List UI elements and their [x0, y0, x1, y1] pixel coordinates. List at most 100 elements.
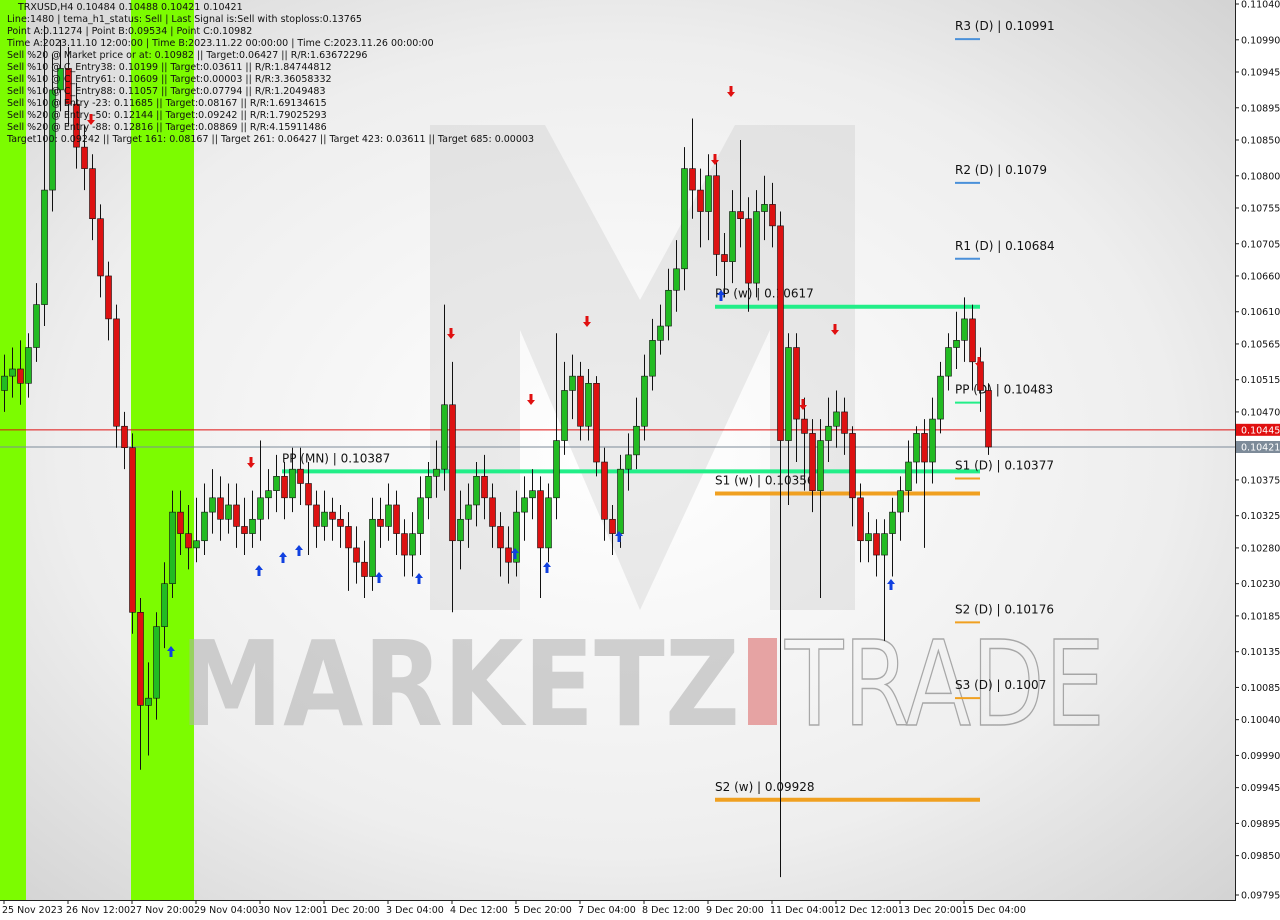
- y-tick-label: 0.10990: [1241, 35, 1280, 46]
- watermark-text: TRADE: [784, 615, 1105, 753]
- candle-body: [313, 504, 320, 527]
- candle-body: [705, 175, 712, 212]
- x-tick-label: 13 Dec 20:00: [898, 905, 962, 916]
- candle-body: [89, 168, 96, 220]
- candle-body: [921, 433, 928, 463]
- candle-body: [305, 483, 312, 506]
- info-line: Sell %20 @ Entry -88: 0.12816 || Target:…: [7, 122, 327, 133]
- candle-body: [433, 468, 440, 477]
- y-tick-label: 0.09990: [1241, 751, 1280, 762]
- y-tick-label: 0.10470: [1241, 407, 1280, 418]
- candle-body: [809, 433, 816, 491]
- candle-body: [369, 518, 376, 577]
- candle-body: [665, 289, 672, 327]
- x-tick-label: 30 Nov 12:00: [258, 905, 322, 916]
- candle-body: [697, 189, 704, 212]
- y-tick-label: 0.10895: [1241, 103, 1280, 114]
- price-tag: [1236, 423, 1280, 436]
- candle-body: [905, 461, 912, 491]
- candle-body: [441, 404, 448, 470]
- x-tick-label: 4 Dec 12:00: [450, 905, 508, 916]
- x-tick-label: 11 Dec 04:00: [770, 905, 834, 916]
- candle-body: [841, 411, 848, 434]
- candle-body: [529, 490, 536, 499]
- candle-body: [569, 375, 576, 391]
- candle-body: [793, 347, 800, 420]
- y-tick-label: 0.10660: [1241, 271, 1280, 282]
- candle-body: [969, 318, 976, 363]
- candle-body: [513, 511, 520, 563]
- candle-body: [833, 411, 840, 427]
- info-line: Sell %10 @ C_Entry38: 0.10199 || Target:…: [7, 62, 332, 73]
- candle-body: [737, 211, 744, 220]
- candle-body: [153, 626, 160, 699]
- candle-body: [801, 418, 808, 434]
- candle-body: [257, 497, 264, 520]
- candle-body: [609, 518, 616, 534]
- candle-body: [105, 275, 112, 320]
- candle-body: [585, 383, 592, 427]
- y-tick-label: 0.10135: [1241, 647, 1280, 658]
- candle-body: [217, 497, 224, 520]
- pivot-label: S2 (w) | 0.09928: [715, 780, 815, 794]
- x-tick-label: 9 Dec 20:00: [706, 905, 764, 916]
- candle-body: [593, 383, 600, 463]
- candle-body: [561, 390, 568, 441]
- candle-body: [329, 511, 336, 520]
- candle-body: [49, 89, 56, 191]
- candle-body: [473, 476, 480, 506]
- candle-body: [633, 425, 640, 456]
- watermark-text: MARKETZ: [180, 615, 740, 753]
- candle-body: [129, 447, 136, 613]
- candle-body: [65, 68, 72, 105]
- candle-body: [817, 440, 824, 491]
- candle-body: [177, 511, 184, 534]
- pivot-label: PP (D) | 0.10483: [955, 383, 1053, 397]
- y-tick-label: 0.10325: [1241, 511, 1280, 522]
- pivot-label: PP (MN) | 0.10387: [282, 451, 390, 465]
- x-tick-label: 3 Dec 04:00: [386, 905, 444, 916]
- candle-body: [881, 533, 888, 556]
- candle-body: [625, 454, 632, 470]
- candle-body: [937, 375, 944, 420]
- pivot-label: R1 (D) | 0.10684: [955, 239, 1055, 253]
- candle-body: [97, 218, 104, 277]
- candle-body: [481, 476, 488, 499]
- x-tick-label: 8 Dec 12:00: [642, 905, 700, 916]
- pivot-label: R3 (D) | 0.10991: [955, 19, 1055, 33]
- candle-body: [657, 325, 664, 341]
- candle-body: [521, 497, 528, 513]
- y-tick-label: 0.10755: [1241, 203, 1280, 214]
- candle-body: [1, 375, 8, 391]
- info-line: Point A:0.11274 | Point B:0.09534 | Poin…: [7, 26, 252, 37]
- y-tick-label: 0.09895: [1241, 819, 1280, 830]
- candle-body: [377, 518, 384, 527]
- x-tick-label: 7 Dec 04:00: [578, 905, 636, 916]
- candle-body: [897, 490, 904, 513]
- candle-body: [577, 375, 584, 427]
- candle-body: [281, 476, 288, 499]
- y-tick-label: 0.10565: [1241, 339, 1280, 350]
- y-tick-label: 0.09945: [1241, 783, 1280, 794]
- pivot-label: S3 (D) | 0.1007: [955, 678, 1046, 692]
- candle-body: [777, 225, 784, 441]
- candle-body: [545, 497, 552, 549]
- pivot-label: S1 (w) | 0.10356: [715, 474, 815, 488]
- y-tick-label: 0.10040: [1241, 715, 1280, 726]
- price-tag: [1236, 440, 1280, 453]
- candle-body: [17, 368, 24, 384]
- candle-body: [25, 347, 32, 384]
- y-tick-label: 0.10945: [1241, 67, 1280, 78]
- candle-body: [273, 476, 280, 491]
- y-tick-label: 0.10280: [1241, 543, 1280, 554]
- y-tick-label: 0.10375: [1241, 475, 1280, 486]
- y-tick-label: 0.10705: [1241, 239, 1280, 250]
- info-line: TRXUSD,H4 0.10484 0.10488 0.10421 0.1042…: [17, 2, 243, 13]
- candle-body: [889, 511, 896, 534]
- plot-background: [0, 0, 1235, 900]
- candle-body: [465, 504, 472, 520]
- x-tick-label: 5 Dec 20:00: [514, 905, 572, 916]
- candle-body: [425, 476, 432, 499]
